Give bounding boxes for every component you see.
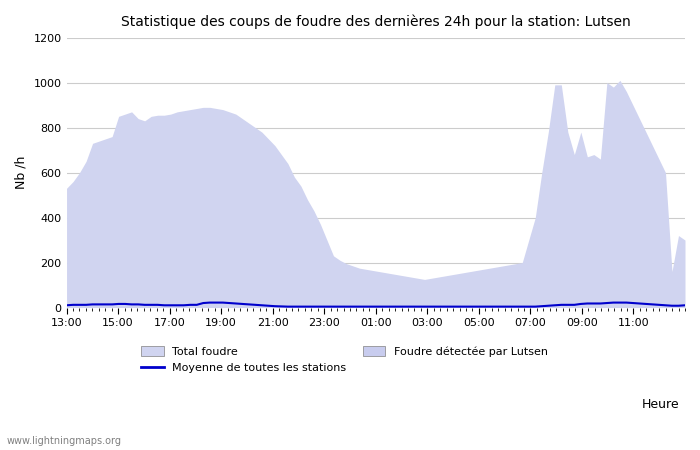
Text: Heure: Heure <box>641 398 679 411</box>
Text: www.lightningmaps.org: www.lightningmaps.org <box>7 436 122 446</box>
Legend: Total foudre, Moyenne de toutes les stations, Foudre détectée par Lutsen: Total foudre, Moyenne de toutes les stat… <box>137 342 553 378</box>
Y-axis label: Nb /h: Nb /h <box>15 156 28 189</box>
Title: Statistique des coups de foudre des dernières 24h pour la station: Lutsen: Statistique des coups de foudre des dern… <box>121 15 631 30</box>
